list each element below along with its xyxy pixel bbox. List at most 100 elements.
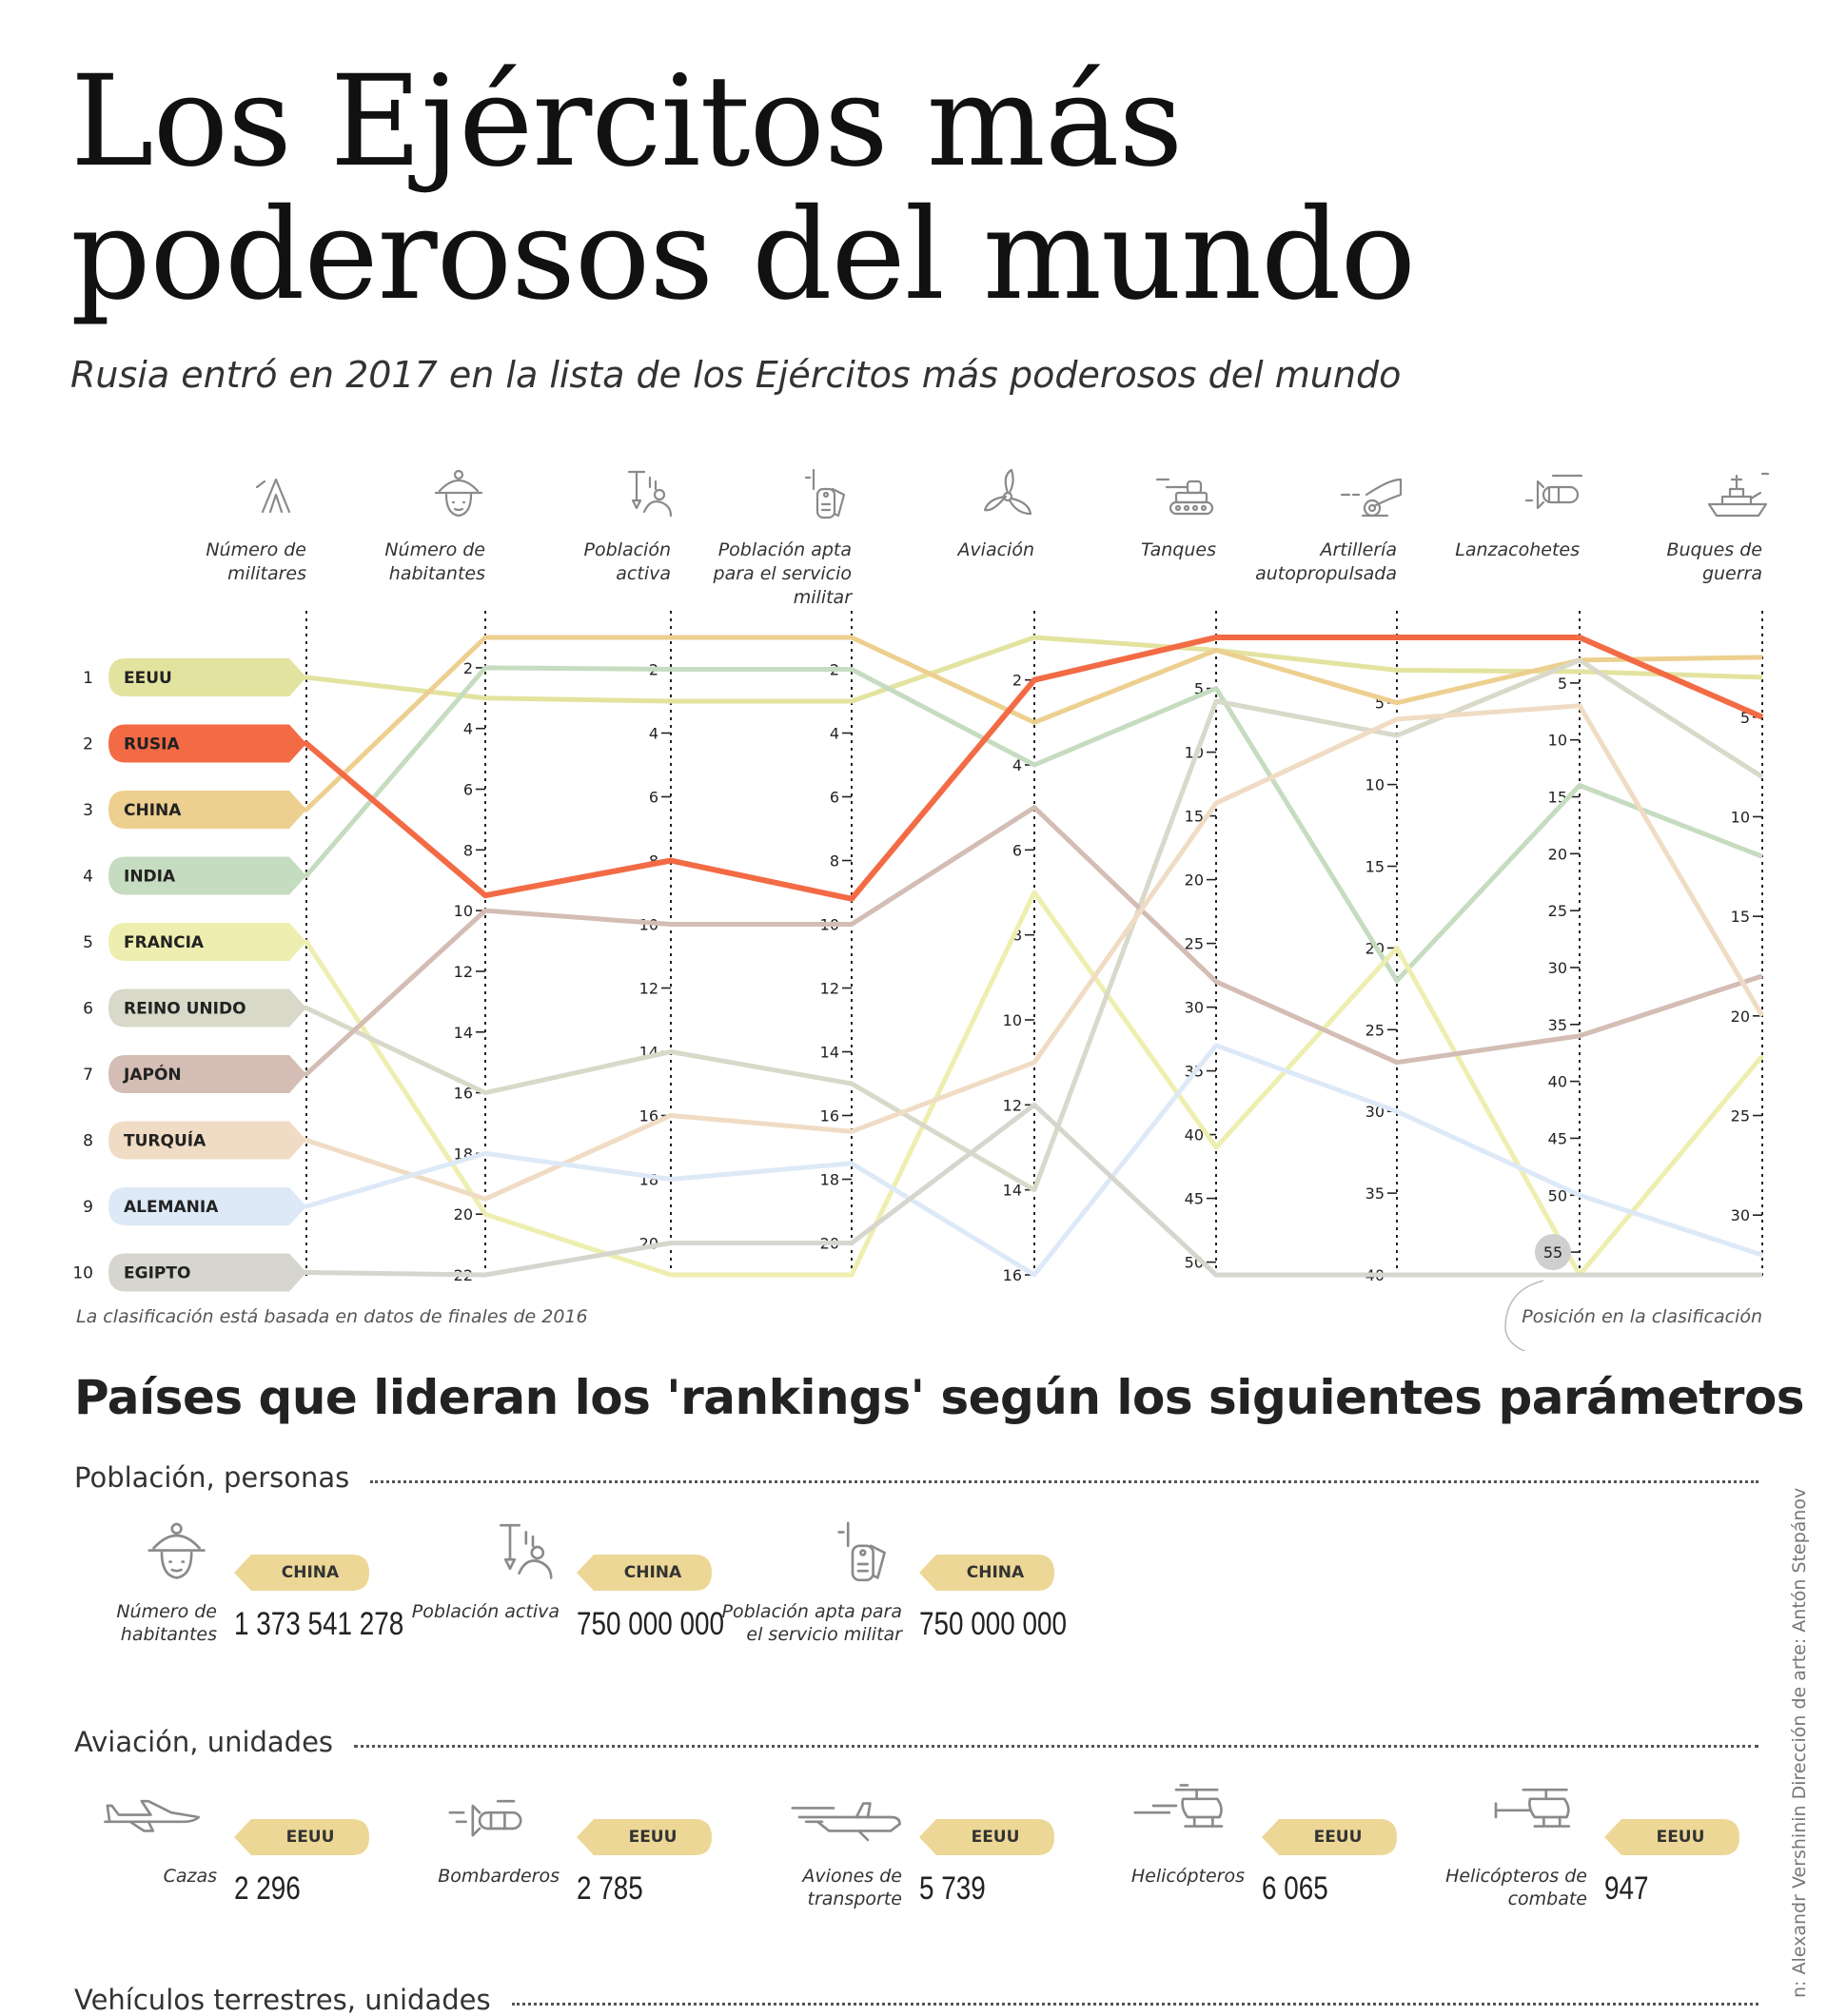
leader-country-tag: EEUU [919, 1819, 1054, 1855]
leader-label: Helicópteros [1130, 1866, 1245, 1887]
leader-label: Número de habitantes [116, 1601, 217, 1645]
axis-tick-label: 2 [463, 659, 473, 677]
series-line-reino-unido [285, 657, 1764, 1193]
axis-tick-label: 12 [639, 980, 658, 998]
axis-tick-label: 20 [1548, 845, 1567, 863]
column-label-0: Número de [206, 539, 306, 560]
leader-country-tag: EEUU [1604, 1819, 1739, 1855]
rank-number: 2 [83, 735, 93, 754]
leader-item: Aviones de transporte EEUU 5 739 [759, 1775, 1083, 1928]
leader-country-tag: EEUU [577, 1819, 712, 1855]
series-line-alemania [285, 1043, 1763, 1278]
country-label: TURQUÍA [124, 1130, 206, 1151]
series-line-francia [285, 890, 1764, 1278]
axis-tick-label: 16 [454, 1085, 473, 1103]
leader-label: Helicópteros de combate [1445, 1866, 1587, 1909]
country-pill [108, 1187, 306, 1225]
leader-country: CHINA [281, 1563, 340, 1582]
axis-tick-label: 25 [1548, 902, 1567, 920]
column-label-8: Buques de [1666, 539, 1762, 560]
axis-tick-label: 10 [1365, 776, 1385, 794]
column-icon-7 [1524, 474, 1583, 510]
rank-number: 5 [83, 933, 93, 952]
column-label-3: para el servicio [713, 563, 852, 584]
column-label-6: autopropulsada [1255, 563, 1397, 584]
leader-country-tag: CHINA [577, 1555, 712, 1591]
axis-tick-label: 16 [639, 1107, 658, 1125]
axis-tick-label: 4 [1012, 756, 1022, 774]
leader-item: Población activa CHINA 750 000 000 [412, 1511, 740, 1663]
country-label: REINO UNIDO [124, 1000, 246, 1019]
column-icon-8 [1707, 472, 1770, 518]
axis-tick-label: 15 [1365, 858, 1385, 876]
axis-tick-label: 30 [1731, 1206, 1750, 1224]
worker-shovel-icon [500, 1523, 553, 1579]
country-pill [108, 1253, 306, 1292]
section-title: Aviación, unidades [74, 1726, 334, 1758]
country-label: EEUU [124, 669, 172, 688]
axis-tick-label: 35 [1548, 1016, 1567, 1034]
axis-tick-label: 20 [1731, 1008, 1750, 1026]
page-title: Los Ejércitos más poderosos del mundo [70, 49, 1416, 328]
column-label-1: habitantes [389, 563, 485, 584]
leader-country: CHINA [966, 1563, 1025, 1582]
cannon-icon [1340, 478, 1403, 518]
axis-tick-label: 2 [1012, 672, 1022, 690]
highlight-label: 55 [1543, 1243, 1562, 1262]
axis-tick-label: 14 [820, 1044, 839, 1062]
axis-tick-label: 5 [1375, 695, 1385, 713]
section-title: Población, personas [74, 1461, 350, 1494]
column-label-6: Artillería [1318, 539, 1397, 560]
helicopter-icon [1133, 1784, 1224, 1828]
leader-item: Población apta para el servicio militar C… [722, 1511, 1083, 1663]
axis-tick-label: 6 [463, 781, 473, 799]
country-pill [108, 724, 306, 763]
axis-tick-label: 4 [649, 725, 658, 743]
transport-plane-icon [791, 1802, 901, 1842]
column-label-4: Aviación [955, 539, 1034, 560]
leader-item: Helicópteros de combate EEUU 947 [1444, 1775, 1768, 1928]
axis-tick-label: 10 [454, 902, 473, 920]
dog-tag-icon [804, 468, 846, 519]
person-hat-icon [434, 469, 483, 518]
leader-item: Cazas EEUU 2 296 [74, 1775, 398, 1928]
leader-country: EEUU [628, 1828, 678, 1847]
leader-label: Población activa [411, 1601, 560, 1622]
axis-tick-label: 5 [1740, 709, 1750, 727]
axis-tick-label: 25 [1185, 935, 1204, 953]
column-icon-6 [1340, 478, 1403, 518]
country-label: FRANCIA [124, 933, 205, 952]
parallel-ranking-chart: Número de militares Número de habitantes 2 4 6… [72, 468, 1770, 1351]
axis-tick-label: 12 [1003, 1096, 1022, 1114]
worker-shovel-icon [627, 470, 673, 518]
axis-tick-label: 10 [1548, 732, 1567, 750]
leader-value: 750 000 000 [919, 1606, 1068, 1642]
country-pill [108, 791, 306, 829]
country-pill [108, 988, 306, 1028]
leader-label: Bombarderos [438, 1866, 560, 1887]
tank-icon [1155, 478, 1214, 516]
leader-value: 750 000 000 [577, 1606, 725, 1642]
axis-tick-label: 6 [649, 789, 658, 807]
dotted-leader [370, 1479, 1758, 1483]
column-label-3: Población apta [718, 539, 852, 560]
column-label-3: militar [794, 587, 853, 608]
rank-number: 10 [72, 1264, 93, 1283]
leader-label: Aviones de transporte [802, 1866, 902, 1909]
column-label-8: guerra [1702, 563, 1762, 584]
leader-value: 6 065 [1262, 1870, 1328, 1907]
axis-tick-label: 8 [463, 841, 473, 859]
axis-tick-label: 40 [1185, 1126, 1204, 1145]
column-icon-5 [1155, 478, 1214, 516]
leader-value: 2 296 [234, 1870, 301, 1907]
leader-item: Bombarderos EEUU 2 785 [417, 1775, 740, 1928]
axis-tick-label: 45 [1548, 1129, 1567, 1147]
country-pill [108, 923, 306, 961]
rank-number: 7 [83, 1066, 93, 1085]
series-line-india [285, 665, 1763, 984]
axis-tick-label: 25 [1731, 1107, 1750, 1125]
column-label-2: Población [584, 539, 671, 560]
axis-tick-label: 12 [454, 963, 473, 981]
section-title: Vehículos terrestres, unidades [74, 1984, 491, 2016]
column-icon-1 [434, 469, 483, 518]
